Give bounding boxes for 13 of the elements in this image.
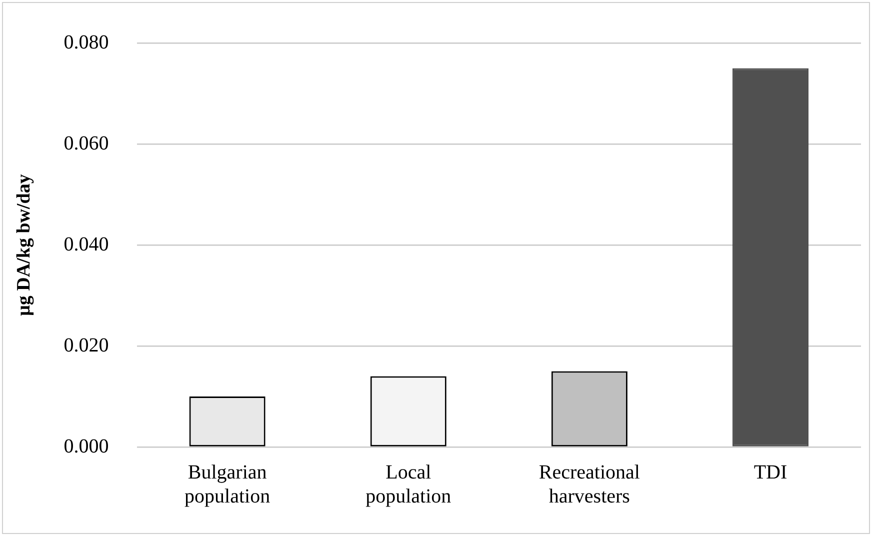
y-tick-label: 0.020 <box>64 334 109 356</box>
category-label: harvesters <box>548 485 630 508</box>
category-label: Bulgarian <box>188 461 267 484</box>
y-tick-label: 0.040 <box>64 233 109 256</box>
category-label: Recreational <box>538 461 640 484</box>
y-axis-title: μg DA/kg bw/day <box>13 174 34 316</box>
category-label: population <box>366 485 452 508</box>
y-tick-label: 0.060 <box>64 132 109 154</box>
category-label: Local <box>386 461 432 484</box>
y-tick-label: 0.000 <box>64 435 109 458</box>
category-label: population <box>184 485 270 508</box>
y-tick-label: 0.080 <box>64 31 109 54</box>
x-tick-label: TDI <box>754 461 788 484</box>
